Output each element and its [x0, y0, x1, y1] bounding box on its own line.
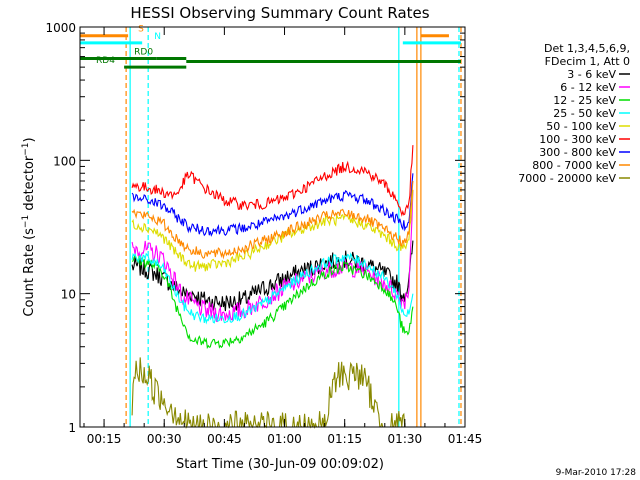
y-axis-label-sup1: −1: [21, 215, 31, 228]
y-tick-label: 1000: [45, 21, 76, 35]
x-tick-label: 00:45: [207, 432, 242, 446]
y-axis-label-mid: detector: [22, 155, 37, 215]
y-axis-label-main: Count Rate (s: [22, 228, 37, 317]
legend-entry-label: 7000 - 20000 keV: [518, 172, 616, 185]
x-axis-label: Start Time (30-Jun-09 00:09:02): [176, 457, 384, 472]
legend: Det 1,3,4,5,6,9,FDecim 1, Att 03 - 6 keV…: [518, 42, 630, 185]
y-axis-label: Count Rate (s−1 detector−1): [21, 137, 37, 316]
legend-entry-label: 100 - 300 keV: [539, 133, 616, 146]
series-line-300-800-kev: [131, 173, 414, 237]
series-line-6-12-kev: [131, 189, 414, 323]
chart-title: HESSI Observing Summary Count Rates: [130, 4, 429, 22]
legend-entry-label: 800 - 7000 keV: [532, 159, 616, 172]
x-tick-label: 01:45: [448, 432, 483, 446]
y-tick-label: 10: [61, 288, 76, 302]
series-line-7000-20000-kev: [131, 357, 406, 430]
flag-label-s: S: [138, 25, 144, 35]
flag-label-n: N: [154, 32, 161, 42]
legend-entry-label: 6 - 12 keV: [560, 81, 616, 94]
plot-frame: [79, 26, 466, 428]
y-axis-label-sup2: −1: [21, 142, 31, 155]
x-tick-label: 01:00: [267, 432, 302, 446]
legend-entry-label: 25 - 50 keV: [553, 107, 616, 120]
flag-label-rd4: RD4: [96, 56, 115, 66]
legend-entry-label: 300 - 800 keV: [539, 146, 616, 159]
legend-entry-label: 50 - 100 keV: [546, 120, 616, 133]
y-tick-label: 100: [53, 154, 76, 168]
legend-header-line: FDecim 1, Att 0: [545, 55, 630, 68]
timestamp: 9-Mar-2010 17:28: [556, 468, 637, 478]
series-line-12-25-kev: [131, 254, 414, 350]
y-axis-label-end: ): [22, 137, 37, 142]
y-tick-label: 1: [68, 421, 76, 435]
legend-entry-label: 3 - 6 keV: [567, 68, 616, 81]
series-line-800-7000-kev: [131, 180, 414, 260]
series-line-100-300-kev: [131, 145, 414, 217]
flag-label-rd0: RD0: [134, 48, 153, 58]
x-tick-label: 00:15: [87, 432, 122, 446]
x-tick-label: 00:30: [147, 432, 182, 446]
y-axis: 1 10 100 1000: [45, 21, 465, 435]
x-tick-label: 01:15: [327, 432, 362, 446]
series-line-25-50-kev: [131, 252, 414, 325]
x-tick-label: 01:30: [388, 432, 423, 446]
legend-entry-label: 12 - 25 keV: [553, 94, 616, 107]
legend-header-line: Det 1,3,4,5,6,9,: [544, 42, 630, 55]
x-axis: 00:15 00:30 00:45 01:00 01:15 01:30 01:45: [83, 27, 483, 446]
